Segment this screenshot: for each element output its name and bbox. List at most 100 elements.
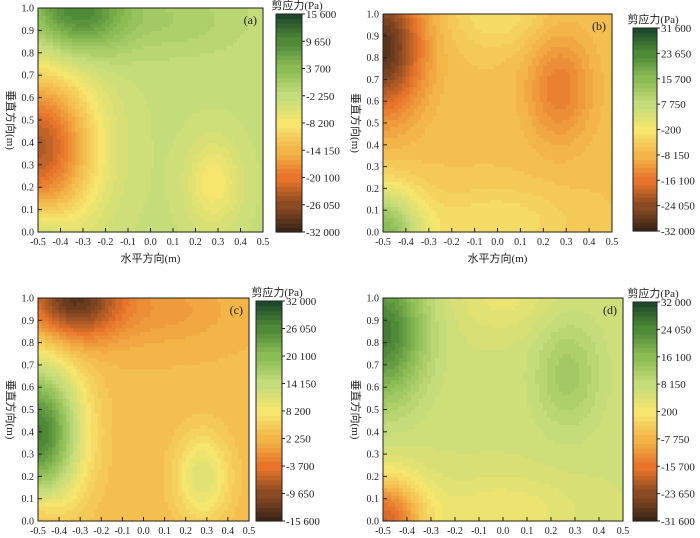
field-cell [45, 142, 50, 147]
field-cell [49, 142, 54, 147]
field-cell [244, 228, 249, 233]
field-cell [101, 220, 107, 226]
field-cell [251, 37, 257, 43]
field-cell [405, 64, 411, 70]
field-cell [259, 213, 264, 218]
field-cell [225, 198, 230, 203]
field-cell [131, 67, 137, 73]
field-cell [214, 228, 219, 233]
field-cell [417, 97, 422, 102]
field-cell [214, 164, 219, 170]
field-cell [409, 21, 415, 26]
field-cell [383, 192, 388, 197]
field-cell [233, 127, 238, 132]
field-cell [214, 183, 219, 188]
field-cell [195, 97, 200, 102]
field-cell [86, 183, 92, 188]
field-cell [124, 134, 129, 140]
field-cell [53, 213, 58, 218]
field-cell [90, 93, 95, 99]
field-cell [38, 26, 43, 31]
field-cell [203, 213, 208, 218]
field-cell [180, 19, 185, 24]
field-cell [428, 97, 434, 102]
field-cell [390, 57, 396, 62]
field-cell [233, 19, 238, 24]
field-cell [188, 37, 193, 43]
field-cell [394, 159, 399, 164]
field-cell [405, 162, 411, 168]
field-cell [128, 52, 133, 58]
field-cell [455, 57, 460, 62]
colorbar-band [276, 23, 302, 29]
colorbar-tick-label: 15 600 [306, 9, 337, 21]
field-cell [71, 105, 77, 110]
field-cell [221, 45, 227, 50]
field-cell [405, 90, 411, 95]
field-cell [210, 116, 215, 121]
field-cell [64, 120, 69, 125]
field-cell [146, 217, 152, 222]
field-cell [75, 157, 80, 162]
field-cell [244, 30, 249, 35]
field-cell [447, 177, 453, 182]
field-cell [203, 67, 208, 73]
field-cell [402, 213, 407, 219]
field-cell [210, 220, 215, 226]
field-cell [428, 195, 434, 200]
field-cell [225, 15, 230, 20]
field-cell [444, 86, 449, 91]
field-cell [214, 41, 219, 46]
field-cell [165, 56, 170, 61]
field-cell [447, 166, 453, 171]
field-cell [428, 130, 434, 135]
field-cell [158, 82, 163, 87]
field-cell [394, 181, 399, 186]
field-cell [71, 176, 77, 181]
field-cell [432, 90, 438, 95]
field-cell [255, 86, 260, 91]
field-cell [109, 56, 114, 61]
field-cell [83, 19, 88, 24]
field-cell [447, 35, 453, 41]
field-cell [64, 71, 69, 76]
field-cell [440, 21, 445, 26]
field-cell [447, 104, 453, 110]
field-cell [432, 14, 438, 19]
field-cell [424, 104, 430, 110]
field-cell [405, 213, 411, 219]
field-cell [394, 14, 399, 19]
field-cell [444, 14, 449, 19]
field-cell [94, 202, 99, 207]
field-cell [60, 224, 65, 229]
field-cell [386, 195, 392, 200]
field-cell [158, 60, 163, 65]
field-cell [210, 86, 215, 91]
field-cell [444, 68, 449, 73]
field-cell [75, 131, 80, 136]
field-cell [248, 131, 253, 136]
field-cell [173, 19, 178, 24]
field-cell [413, 224, 418, 229]
field-cell [225, 67, 230, 73]
field-cell [386, 184, 392, 189]
field-cell [386, 108, 392, 113]
field-cell [214, 131, 219, 136]
field-cell [233, 78, 238, 84]
field-cell [139, 217, 144, 222]
field-cell [240, 138, 245, 143]
field-cell [447, 162, 453, 168]
field-cell [120, 187, 125, 192]
field-cell [124, 97, 129, 102]
field-cell [409, 53, 415, 59]
field-cell [90, 224, 95, 229]
field-cell [79, 202, 84, 207]
field-cell [251, 146, 257, 151]
field-cell [409, 39, 415, 44]
field-cell [173, 78, 178, 84]
field-cell [176, 90, 182, 95]
field-cell [184, 168, 189, 173]
field-cell [86, 138, 92, 143]
field-cell [60, 172, 65, 177]
field-cell [68, 213, 73, 218]
